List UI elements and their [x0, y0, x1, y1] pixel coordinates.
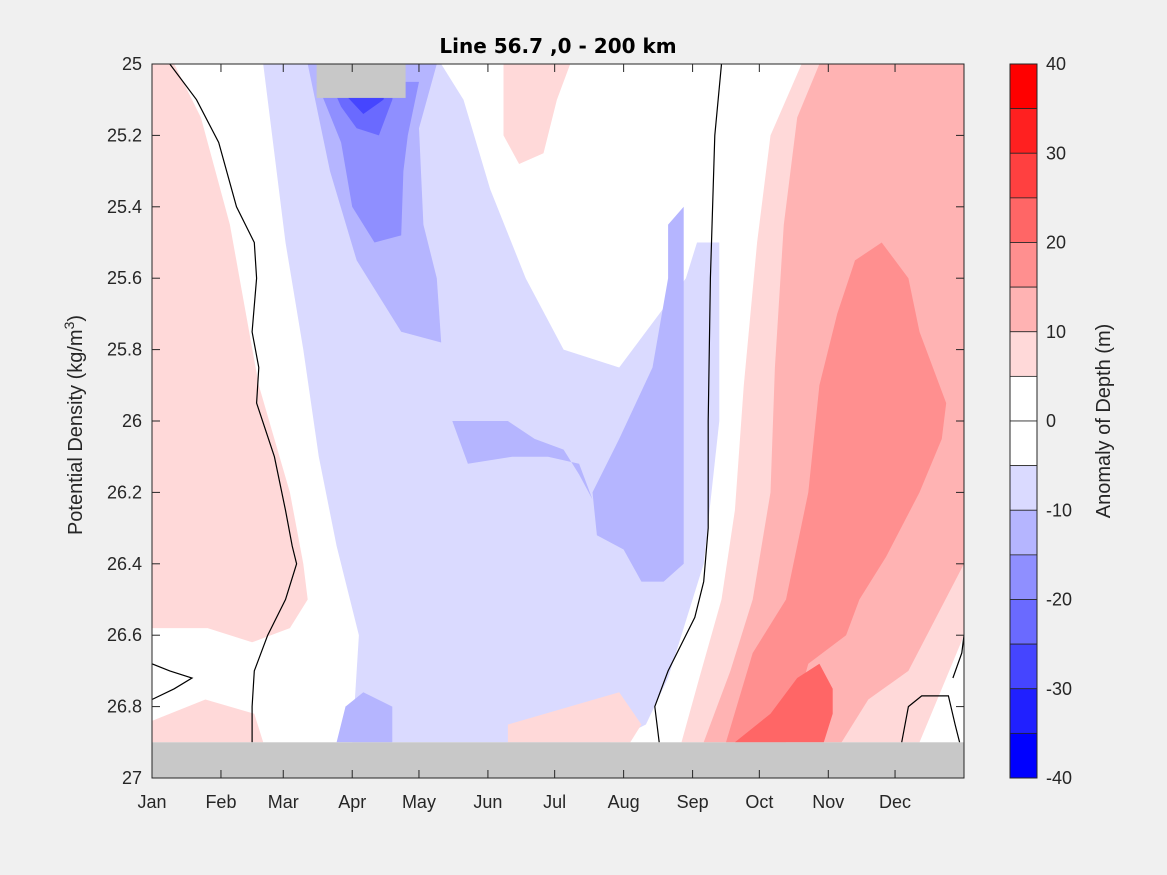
x-tick-label: Jul: [543, 792, 566, 812]
x-tick-label: Apr: [338, 792, 366, 812]
y-axis-label-superscript: 3: [61, 321, 77, 329]
contour-line-3: [952, 635, 964, 679]
colorbar-ticks: 40 30 20 10 0 -10 -20 -30 -40: [1046, 54, 1072, 788]
colorbar-bands: [1009, 63, 1038, 779]
colorbar-band-14: [1009, 688, 1038, 734]
colorbar-band-9: [1009, 465, 1038, 511]
chart-title: Line 56.7 ,0 - 200 km: [439, 34, 676, 58]
colorbar-band-5: [1009, 286, 1038, 333]
colorbar-band-7: [1009, 375, 1038, 422]
contour-line-2: [654, 64, 723, 743]
contour-region-17: [734, 663, 833, 743]
contour-region-8: [452, 421, 593, 500]
x-tick-label: Nov: [812, 792, 844, 812]
colorbar-band-12: [1009, 599, 1038, 645]
contour-line-0: [169, 64, 298, 743]
y-tick-label: 25.2: [107, 125, 142, 145]
x-axis: Jan Feb Mar Apr May Jun Jul Aug Sep Oct Nov Dec: [137, 64, 911, 812]
y-axis-label: Potential Density (kg/m3): [61, 315, 87, 535]
x-tick-label: Jan: [137, 792, 166, 812]
colorbar-band-6: [1009, 331, 1038, 377]
zero-contour-lines: [152, 64, 964, 743]
colorbar-band-11: [1009, 554, 1038, 600]
y-tick-label: 25: [122, 54, 142, 74]
y-tick-label: 27: [122, 768, 142, 788]
colorbar-band-1: [1009, 108, 1038, 154]
colorbar-tick-label: 20: [1046, 233, 1066, 253]
colorbar-tick-label: -40: [1046, 768, 1072, 788]
colorbar-frame: [1009, 63, 1038, 779]
x-tick-label: Dec: [879, 792, 911, 812]
contour-fill-layer: [152, 64, 964, 743]
contour-region-2: [152, 699, 264, 743]
y-tick-label: 25.6: [107, 268, 142, 288]
y-axis: 25 25.2 25.4 25.6 25.8 26 26.2 26.4 26.6 26.8 27: [107, 54, 964, 788]
colorbar-tick-label: 30: [1046, 143, 1066, 163]
colorbar-band-8: [1009, 420, 1038, 467]
plot-area: [151, 63, 965, 779]
colorbar-band-3: [1009, 197, 1038, 243]
missing-data-1: [316, 64, 406, 98]
colorbar-band-2: [1009, 152, 1038, 199]
x-tick-label: May: [402, 792, 436, 812]
x-tick-label: Jun: [473, 792, 502, 812]
colorbar-band-13: [1009, 643, 1038, 690]
missing-data-0: [152, 742, 964, 778]
y-tick-label: 25.8: [107, 340, 142, 360]
contour-region-7: [592, 206, 684, 582]
colorbar-tick-label: 0: [1046, 411, 1056, 431]
y-tick-label: 26.4: [107, 554, 142, 574]
x-tick-label: Sep: [677, 792, 709, 812]
contour-region-4: [503, 64, 571, 164]
y-tick-label: 26.2: [107, 482, 142, 502]
contour-region-6: [507, 692, 642, 743]
contour-region-1: [152, 64, 308, 643]
x-tick-label: Mar: [268, 792, 299, 812]
colorbar-tick-label: 40: [1046, 54, 1066, 74]
y-axis-label-main: Potential Density (kg/m: [65, 329, 87, 535]
colorbar-tick-label: -20: [1046, 590, 1072, 610]
contour-region-16: [726, 242, 947, 743]
y-tick-label: 26.6: [107, 625, 142, 645]
colorbar-band-10: [1009, 509, 1038, 556]
x-tick-label: Feb: [205, 792, 236, 812]
contour-region-9: [336, 692, 393, 743]
colorbar-tick-label: -30: [1046, 679, 1072, 699]
colorbar-tick-label: -10: [1046, 500, 1072, 520]
x-tick-label: Oct: [745, 792, 773, 812]
colorbar-band-0: [1009, 63, 1038, 110]
x-tick-label: Aug: [608, 792, 640, 812]
colorbar: 40 30 20 10 0 -10 -20 -30 -40 Anomaly of Depth (…: [1009, 54, 1115, 788]
colorbar-band-15: [1009, 732, 1038, 779]
colorbar-band-4: [1009, 242, 1038, 288]
contour-region-11: [316, 81, 419, 243]
contour-line-4: [901, 695, 961, 743]
y-tick-label: 25.4: [107, 197, 142, 217]
colorbar-label: Anomaly of Depth (m): [1093, 324, 1115, 519]
colorbar-tick-label: 10: [1046, 322, 1066, 342]
y-tick-label: 26: [122, 411, 142, 431]
contour-line-1: [152, 663, 194, 701]
y-tick-label: 26.8: [107, 697, 142, 717]
y-axis-label-close: ): [65, 315, 87, 322]
